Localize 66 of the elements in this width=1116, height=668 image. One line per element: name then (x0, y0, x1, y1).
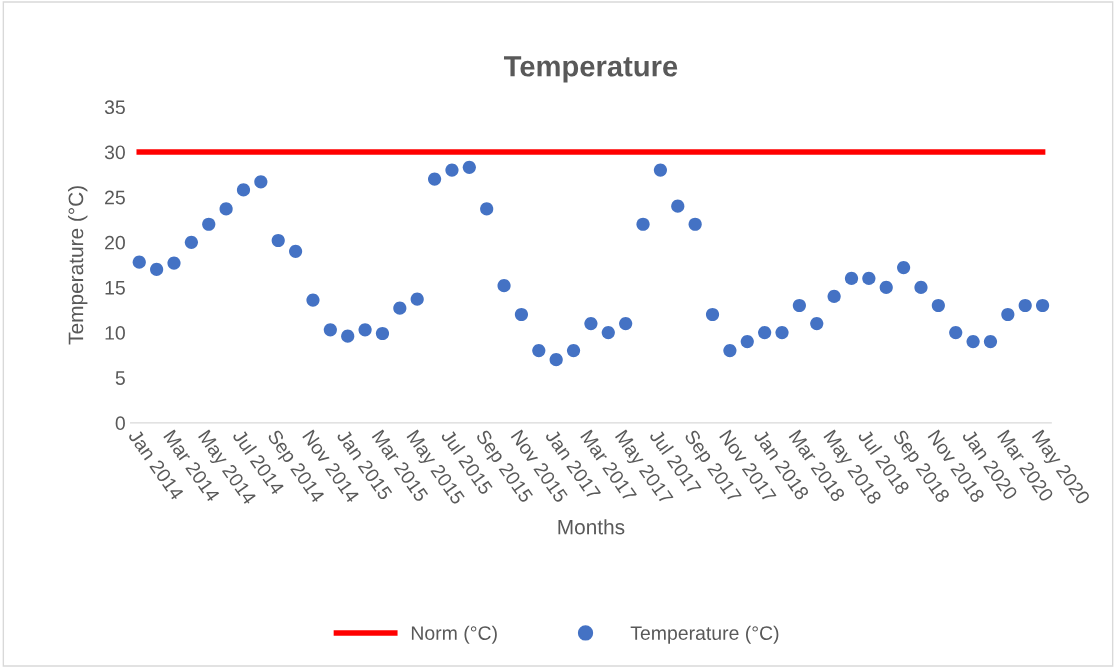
point (427, 172, 442, 186)
point (740, 335, 754, 349)
point (758, 325, 772, 340)
point (271, 233, 285, 248)
y-tick-label: 30 (104, 145, 125, 160)
point (306, 293, 320, 307)
y-tick-label: 25 (105, 190, 125, 205)
point (410, 292, 424, 306)
point (219, 202, 233, 216)
point (584, 316, 598, 331)
point (601, 325, 615, 340)
point (167, 256, 181, 270)
point (393, 301, 407, 315)
point (375, 326, 390, 341)
point (914, 280, 928, 295)
point (827, 289, 841, 304)
point (844, 271, 859, 285)
point (514, 307, 529, 322)
point (723, 344, 737, 358)
y-axis-title: Temperature (°C) (68, 186, 88, 345)
x-axis-title: Months (558, 519, 625, 535)
y-tick-label: 5 (115, 371, 125, 385)
point (566, 344, 581, 358)
point (810, 316, 824, 331)
point (671, 199, 685, 213)
point (532, 344, 546, 358)
point (862, 271, 876, 285)
point (323, 323, 337, 337)
y-tick-label: 10 (105, 326, 125, 340)
point (549, 353, 563, 367)
point (445, 163, 459, 177)
point (132, 255, 146, 269)
point (1036, 298, 1050, 313)
chart-title: Temperature (503, 56, 678, 83)
legend-label: Temperature (°C) (630, 625, 779, 644)
point (254, 175, 268, 189)
point (497, 279, 511, 293)
point (879, 280, 893, 295)
point (289, 244, 303, 258)
point (184, 235, 198, 249)
point (792, 298, 806, 313)
y-tick-label: 35 (104, 100, 125, 115)
y-tick-label: 15 (105, 281, 125, 295)
point (1001, 307, 1015, 322)
legend-label: Norm (°C) (411, 625, 497, 644)
point (705, 307, 720, 322)
point (931, 298, 945, 313)
point (341, 329, 355, 343)
point (619, 316, 633, 331)
y-tick-label: 20 (105, 235, 125, 250)
point (966, 335, 980, 349)
point (897, 260, 911, 275)
point (983, 335, 998, 349)
point (688, 217, 702, 231)
point (202, 217, 216, 231)
point (150, 262, 164, 276)
point (653, 163, 667, 177)
point (480, 202, 494, 216)
y-tick-label: 0 (115, 416, 125, 431)
point (949, 325, 963, 340)
point (358, 323, 372, 337)
point (236, 183, 251, 197)
point (1018, 298, 1032, 313)
point (775, 325, 789, 340)
point (636, 217, 650, 231)
point (462, 160, 476, 174)
